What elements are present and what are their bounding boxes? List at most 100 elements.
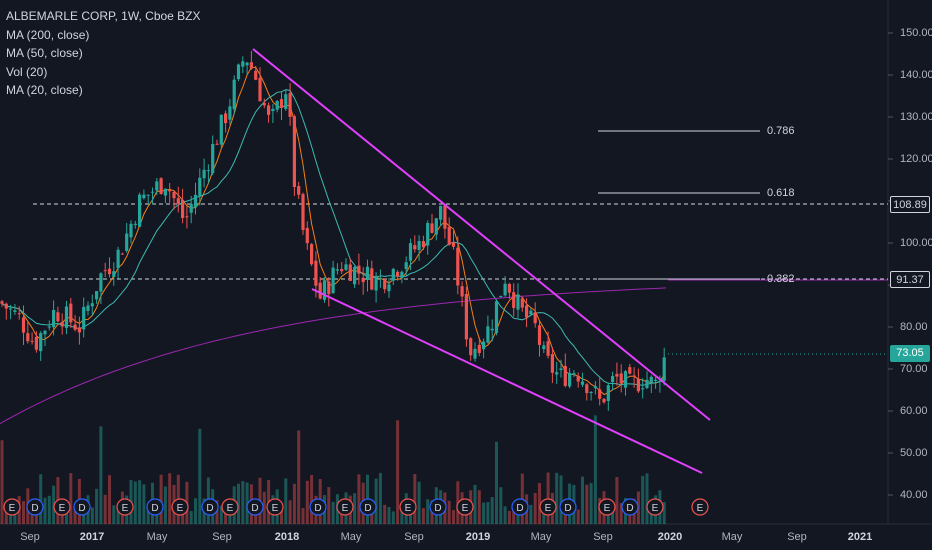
candle-body [443, 205, 447, 229]
candle-body [434, 218, 438, 235]
time-label: May [146, 531, 168, 543]
indicator-ma20[interactable]: MA (20, close) [6, 83, 83, 97]
candle-body [636, 378, 640, 392]
volume-bar [400, 511, 404, 524]
trendline-lower [311, 288, 703, 474]
candle-body [598, 389, 602, 399]
candle-body [580, 381, 585, 385]
candle-body [258, 77, 262, 102]
volume-bar [224, 506, 228, 524]
candle-body [254, 70, 258, 80]
candle-body [297, 186, 301, 195]
earnings-marker-label: E [545, 503, 552, 514]
price-tick: 70.00 [900, 363, 928, 375]
candle-body [568, 372, 572, 387]
indicator-ma50[interactable]: MA (50, close) [6, 46, 83, 60]
candle-body [249, 62, 253, 69]
candle-body [426, 223, 430, 246]
candle-body [572, 373, 576, 375]
candle-body [13, 310, 17, 313]
candle-body [662, 357, 666, 381]
candle-body [189, 203, 193, 213]
dividend-marker-label: D [151, 503, 158, 514]
horizontal-level-tag[interactable]: 91.37 [890, 271, 930, 288]
volume-bar [194, 498, 197, 524]
dividend-marker [146, 498, 164, 516]
volume-bar [546, 472, 550, 524]
candle-body [615, 373, 619, 377]
candle-body [331, 267, 335, 294]
time-label: Sep [404, 531, 424, 543]
volume-bar [30, 511, 34, 524]
volume-bar [482, 502, 486, 524]
earnings-marker [646, 498, 664, 516]
volume-bar [305, 480, 309, 524]
candle-body [439, 205, 443, 220]
dividend-marker-label: D [626, 503, 633, 514]
volume-bar [138, 480, 142, 524]
indicator-ma200[interactable]: MA (200, close) [6, 27, 90, 42]
candle-body [340, 269, 344, 272]
symbol-title[interactable]: ALBEMARLE CORP, 1W, Cboe BZX [6, 9, 201, 23]
candle-body [611, 376, 615, 383]
candle-body [142, 194, 146, 199]
candle-body [90, 303, 94, 307]
last-price-tag: 73.05 [890, 345, 930, 362]
volume-bar [142, 484, 146, 524]
time-label: May [530, 531, 552, 543]
candle-body [589, 391, 593, 393]
volume-bar [503, 506, 507, 524]
candle-body [262, 103, 266, 106]
time-label: 2020 [657, 531, 683, 543]
candle-body [26, 333, 30, 342]
time-label: 2021 [847, 531, 873, 543]
candle-body [163, 188, 167, 196]
dividend-marker [73, 498, 91, 516]
horizontal-level-tag[interactable]: 108.89 [890, 196, 930, 213]
volume-bar [421, 508, 425, 524]
earnings-marker-label: E [122, 503, 129, 514]
earnings-marker-label: E [272, 503, 279, 514]
candle-body [267, 105, 271, 115]
candle-body [357, 265, 361, 274]
candle-body [219, 114, 223, 145]
candle-body [550, 354, 554, 373]
candle-body [507, 283, 511, 293]
candle-body [172, 192, 176, 199]
volume-bar [353, 493, 357, 524]
indicator-volume[interactable]: Vol (20) [6, 64, 48, 79]
dividend-marker [559, 498, 577, 516]
volume-bar [447, 500, 451, 524]
volume-bar [649, 511, 653, 524]
candle-body [305, 227, 309, 244]
earnings-marker-label: E [604, 503, 611, 514]
candle-body [632, 375, 636, 377]
volume-bar [198, 428, 202, 524]
volume-bar [241, 481, 245, 524]
candle-body [21, 317, 26, 333]
earnings-marker-label: E [177, 503, 184, 514]
dividend-marker-label: D [31, 503, 38, 514]
volume-bar [378, 473, 382, 524]
earnings-marker [456, 498, 474, 516]
candle-body [215, 143, 219, 145]
volume-bar [559, 475, 563, 524]
dividend-marker [511, 498, 529, 516]
candle-body [301, 194, 305, 230]
earnings-marker-label: E [405, 503, 412, 514]
price-tick: 80.00 [900, 321, 928, 333]
earnings-marker-label: E [697, 503, 704, 514]
candle-body [241, 61, 245, 67]
candle-body [365, 266, 370, 281]
candle-body [181, 199, 185, 219]
volume-bar [576, 509, 580, 524]
candle-body [464, 294, 468, 340]
candle-body [155, 181, 159, 191]
candle-body [486, 326, 490, 343]
volume-bar [452, 510, 455, 524]
dividend-marker-label: D [314, 503, 321, 514]
dividend-marker [309, 498, 327, 516]
volume-bar [43, 497, 47, 524]
volume-bar [301, 508, 305, 524]
